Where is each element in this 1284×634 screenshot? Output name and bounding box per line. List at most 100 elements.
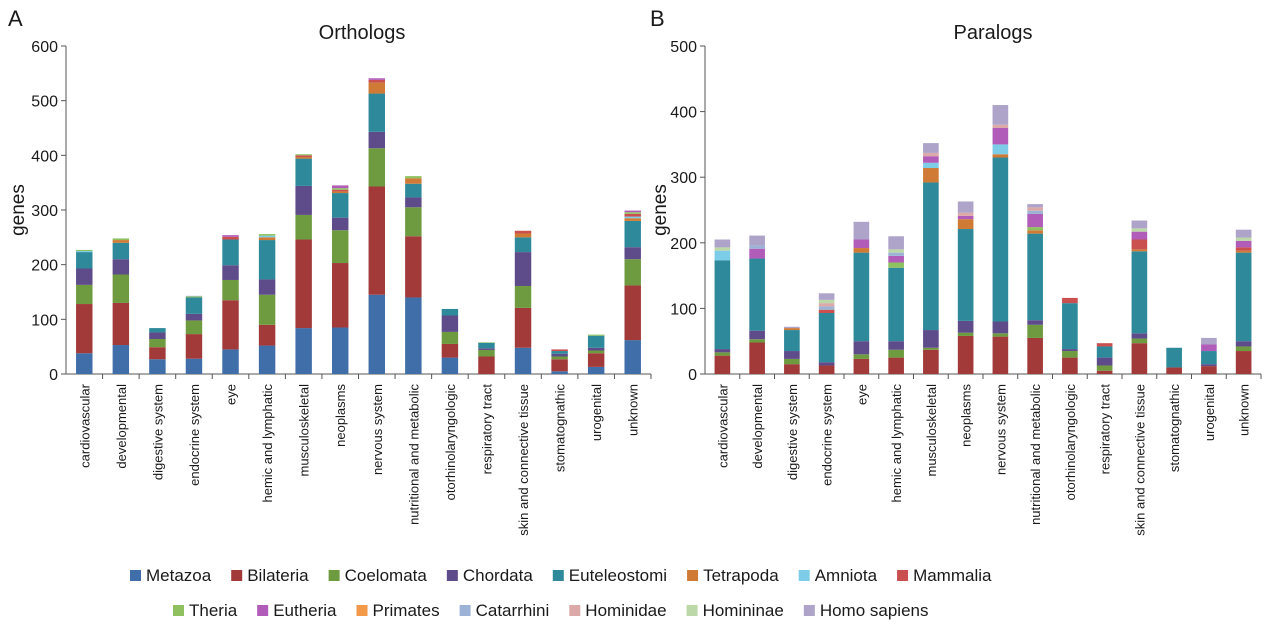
bar-segment	[853, 239, 870, 249]
bar-segment	[258, 235, 276, 238]
bar-segment	[624, 340, 641, 374]
chart-title: Orthologs	[319, 22, 406, 44]
bar-segment	[405, 197, 422, 208]
x-tick-label: nervous system	[370, 384, 385, 475]
bar-segment	[749, 339, 765, 343]
bar-segment	[853, 341, 870, 355]
bar-segment	[295, 239, 312, 329]
bar-segment	[368, 186, 385, 295]
bar-segment	[331, 185, 349, 189]
bar-segment	[222, 235, 239, 237]
bar-segment	[624, 210, 641, 213]
bar-segment	[478, 342, 495, 343]
bar-segment	[923, 162, 939, 169]
legend-swatch	[328, 570, 340, 581]
bar-segment	[1062, 297, 1078, 304]
bar-segment	[514, 285, 532, 308]
bar-segment	[478, 349, 495, 357]
bar-segment	[1027, 320, 1043, 325]
bar-segment	[112, 242, 130, 260]
legend-swatch	[130, 570, 141, 581]
legend-swatch	[231, 570, 243, 581]
bar-segment	[514, 237, 532, 253]
legend-entry-label: Amniota	[815, 566, 878, 585]
bar-segment	[514, 252, 532, 286]
bar-segment	[331, 193, 349, 218]
legend-swatch	[798, 570, 810, 581]
bar-segment	[185, 334, 203, 359]
bar-segment	[185, 297, 203, 314]
bar-segment	[957, 212, 974, 216]
bar-segment	[514, 233, 532, 238]
bar-segment	[992, 321, 1009, 334]
bar-segment	[624, 213, 641, 217]
x-tick-label: endocrine system	[820, 384, 835, 486]
bar-segment	[749, 342, 765, 374]
bar-segment	[112, 274, 130, 303]
bar-segment	[295, 214, 312, 240]
bar-segment	[295, 156, 312, 159]
bar-segment	[149, 339, 166, 348]
bar-segment	[853, 221, 870, 240]
bar-segment	[624, 285, 641, 341]
bar-segment	[1062, 303, 1078, 350]
bar-segment	[714, 260, 731, 350]
bar-segment	[923, 168, 939, 183]
bar-segment	[478, 348, 495, 350]
bar-segment	[295, 328, 312, 374]
x-tick-label: unknown	[626, 384, 641, 436]
bar-segment	[1131, 231, 1148, 240]
x-tick-label: respiratory tract	[1098, 384, 1113, 475]
legend-swatch	[803, 605, 815, 616]
bar-segment	[551, 353, 568, 357]
bar-segment	[149, 332, 166, 340]
x-tick-label: otorhinolaryngologic	[1063, 384, 1078, 501]
bar-segment	[1027, 210, 1043, 214]
bar-segment	[1062, 351, 1078, 358]
bar-segment	[258, 345, 276, 374]
bar-segment	[957, 332, 974, 336]
bar-segment	[1062, 349, 1078, 352]
bar-segment	[749, 245, 765, 249]
x-tick-label: musculoskeletal	[297, 384, 312, 477]
bar-segment	[76, 268, 93, 285]
bar-segment	[441, 357, 459, 374]
bar-segment	[957, 335, 974, 374]
bar-segment	[1027, 227, 1043, 231]
bar-segment	[714, 355, 731, 374]
bar-segment	[258, 294, 276, 325]
y-tick-label: 200	[670, 236, 697, 253]
bar-segment	[368, 82, 385, 94]
bar-segment	[149, 347, 166, 360]
bar-segment	[149, 328, 166, 333]
bar-segment	[1235, 240, 1252, 248]
legend-entry-label: Metazoa	[146, 566, 212, 585]
y-tick-label: 0	[49, 367, 58, 384]
bar-segment	[76, 252, 93, 269]
bar-segment	[1131, 239, 1148, 250]
bar-segment	[222, 279, 239, 301]
x-tick-label: neoplasms	[959, 384, 974, 447]
bar-segment	[749, 248, 765, 259]
bar-segment	[992, 144, 1009, 155]
bar-segment	[587, 335, 605, 348]
bar-segment	[331, 188, 349, 190]
x-tick-label: eye	[224, 384, 239, 405]
bar-segment	[185, 313, 203, 321]
bar-segment	[551, 349, 568, 352]
legend-swatch	[687, 570, 699, 581]
x-tick-label: stomatognathic	[553, 384, 568, 473]
legend-swatch	[356, 605, 368, 616]
x-tick-label: nervous system	[993, 384, 1008, 475]
legend-entry-label: Catarrhini	[476, 601, 550, 620]
bar-segment	[853, 358, 870, 374]
bar-segment	[923, 349, 939, 374]
x-tick-label: cardiovascular	[715, 383, 730, 467]
bar-segment	[853, 252, 870, 342]
panel-letter: B	[650, 6, 665, 31]
bar-segment	[258, 240, 276, 280]
bar-segment	[1131, 343, 1148, 374]
bar-segment	[957, 320, 974, 333]
bar-segment	[714, 349, 731, 353]
bar-segment	[185, 295, 203, 297]
